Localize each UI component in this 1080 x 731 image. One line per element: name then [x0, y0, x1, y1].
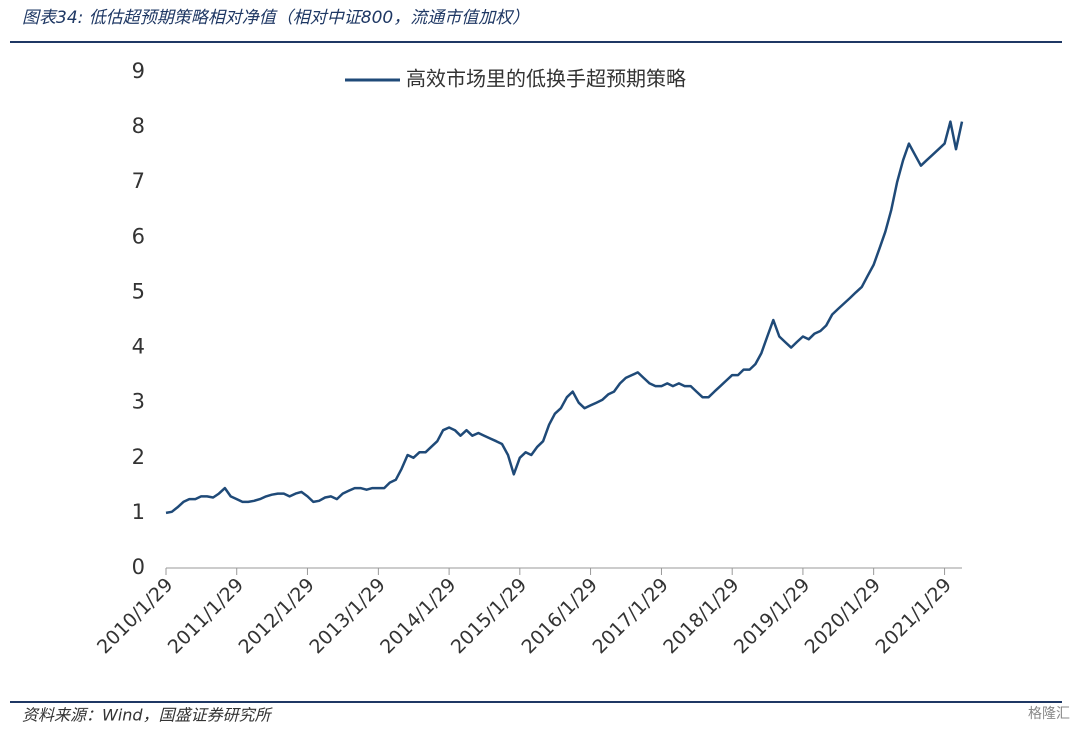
x-tick-label: 2014/1/29	[376, 574, 460, 658]
x-tick-label: 2021/1/29	[872, 574, 956, 658]
x-tick-label: 2016/1/29	[518, 574, 602, 658]
x-tick-label: 2017/1/29	[588, 574, 672, 658]
y-tick-label: 2	[132, 445, 145, 469]
y-tick-label: 7	[132, 169, 145, 193]
series-line	[165, 120, 964, 515]
x-tick-label: 2010/1/29	[93, 574, 177, 658]
y-tick-label: 5	[132, 279, 145, 303]
y-tick-label: 6	[132, 224, 145, 248]
x-tick-label: 2018/1/29	[659, 574, 743, 658]
y-tick-label: 3	[132, 390, 145, 414]
y-tick-label: 1	[132, 500, 145, 524]
y-tick-label: 4	[132, 335, 145, 359]
x-tick-label: 2011/1/29	[164, 574, 248, 658]
chart-title: 图表34: 低估超预期策略相对净值（相对中证800，流通市值加权）	[22, 8, 529, 28]
source-note: 资料来源：Wind，国盛证券研究所	[22, 706, 274, 725]
legend-label: 高效市场里的低换手超预期策略	[406, 67, 686, 91]
x-tick-label: 2012/1/29	[234, 574, 318, 658]
y-tick-label: 9	[132, 59, 145, 83]
x-tick-label: 2013/1/29	[305, 574, 389, 658]
y-tick-label: 8	[132, 114, 145, 138]
x-tick-label: 2015/1/29	[447, 574, 531, 658]
y-tick-label: 0	[132, 555, 145, 579]
x-tick-label: 2019/1/29	[730, 574, 814, 658]
x-tick-label: 2020/1/29	[801, 574, 885, 658]
watermark: 格隆汇	[1028, 706, 1070, 722]
